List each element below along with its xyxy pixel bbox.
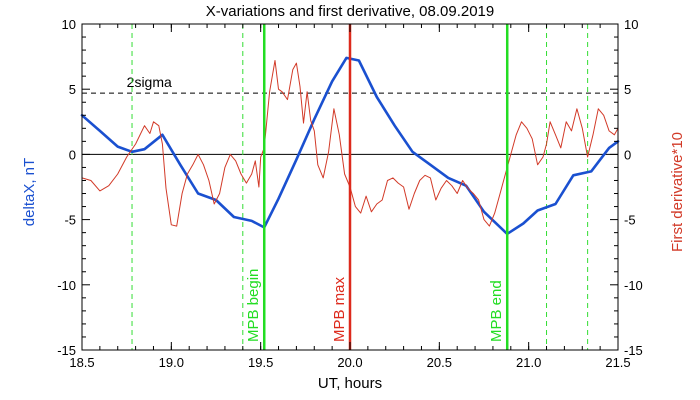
y-tick-label-right-2: 0 — [624, 147, 631, 162]
y-axis-label-right: First derivative*10 — [669, 132, 686, 252]
x-tick-label-2: 19.5 — [248, 355, 273, 370]
y-tick-label-right-0: 10 — [624, 17, 638, 32]
y-tick-label-left-5: -15 — [57, 343, 76, 358]
y-tick-label-right-5: -15 — [624, 343, 643, 358]
marker-label-mpb-end: MPB end — [488, 280, 505, 342]
x-tick-label-0: 18.5 — [69, 355, 94, 370]
marker-layer: MPB begin MPB max MPB end — [245, 24, 509, 350]
x-tick-label-4: 20.5 — [427, 355, 452, 370]
y-tick-label-left-3: -5 — [64, 213, 76, 228]
x-tick-label-3: 20.0 — [337, 355, 362, 370]
y-tick-label-right-1: 5 — [624, 82, 631, 97]
y-axis-label-left: deltaX, nT — [21, 158, 38, 226]
chart-title: X-variations and first derivative, 08.09… — [206, 3, 495, 20]
y-tick-label-right-3: -5 — [624, 213, 636, 228]
y-tick-label-left-4: -10 — [57, 278, 76, 293]
x-tick-label-5: 21.0 — [516, 355, 541, 370]
series-line-deltax — [80, 56, 620, 236]
x-tick-label-6: 21.5 — [605, 355, 630, 370]
x-axis-label: UT, hours — [318, 375, 382, 392]
marker-label-mpb-begin: MPB begin — [245, 269, 262, 342]
marker-label-mpb-max: MPB max — [331, 276, 348, 342]
y-tick-label-left-2: 0 — [69, 147, 76, 162]
y-tick-label-left-0: 10 — [62, 17, 76, 32]
y-tick-label-right-4: -10 — [624, 278, 643, 293]
axes: 18.5 19.0 19.5 20.0 20.5 21.0 21.5 10 10 5 5 0 0 -5 -5… — [57, 17, 643, 370]
y-tick-label-left-1: 5 — [69, 82, 76, 97]
two-sigma-label: 2sigma — [127, 74, 172, 90]
x-tick-label-1: 19.0 — [159, 355, 184, 370]
